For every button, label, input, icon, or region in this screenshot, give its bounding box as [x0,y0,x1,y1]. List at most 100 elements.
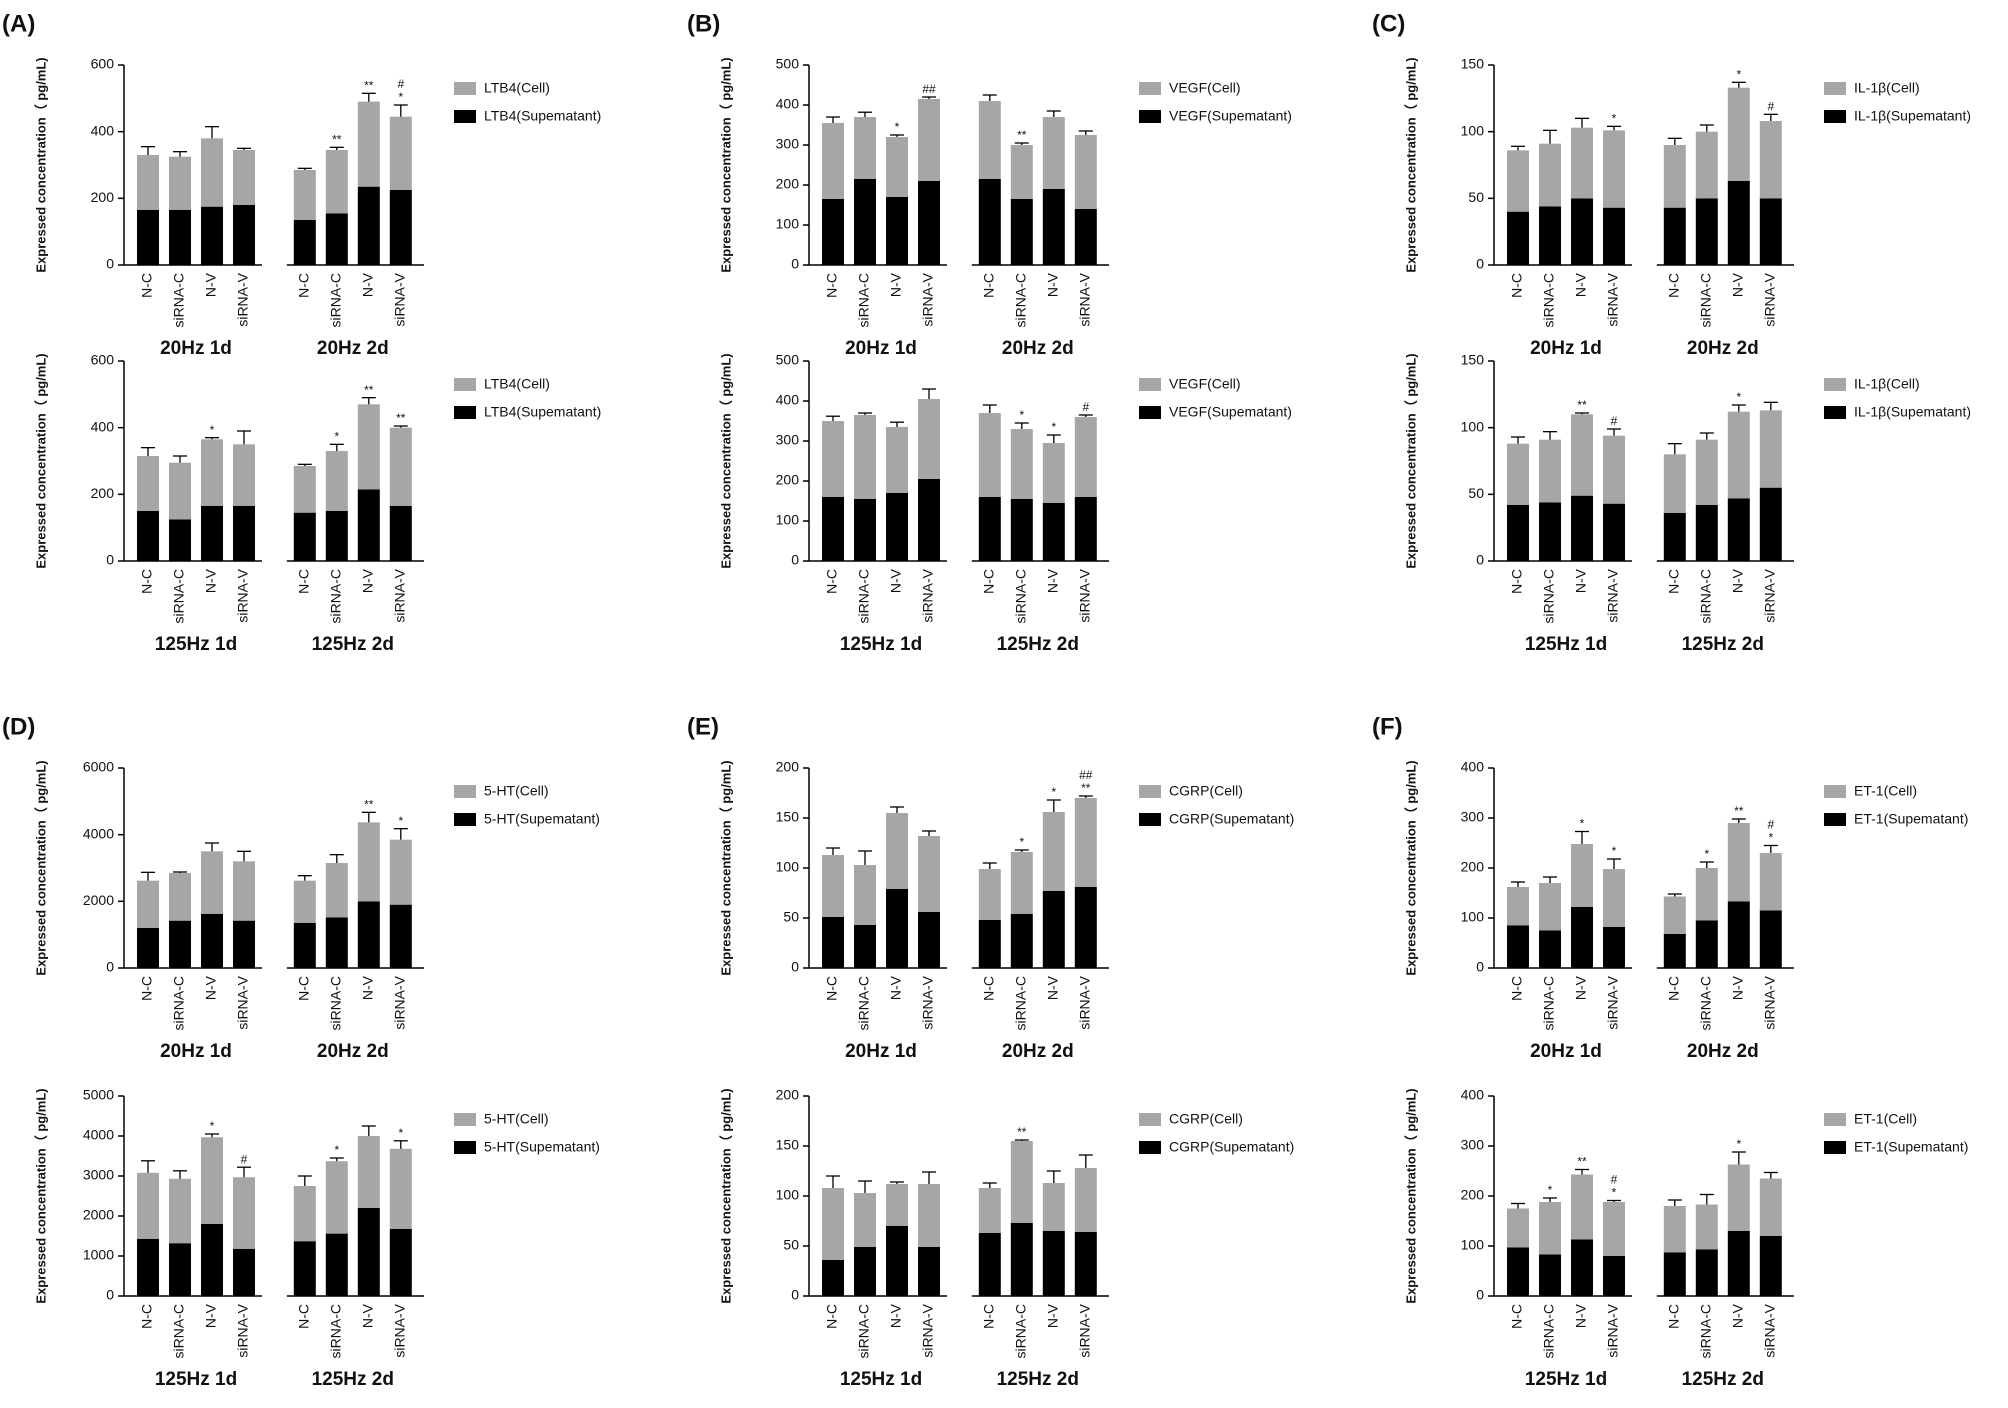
bar-segment [389,839,412,905]
significance-label: ** [396,411,406,425]
x-tick-label: N-C [981,976,997,1001]
significance-label: # [397,77,404,91]
x-tick-label: N-V [1730,1303,1746,1328]
bar-segment [1010,852,1033,914]
significance-label: ** [1017,128,1027,142]
bar-segment [233,205,255,265]
bar-segment [1759,910,1782,968]
x-tick-label: N-C [296,273,312,298]
bar-segment [1727,411,1750,499]
legend-swatch [1824,406,1846,419]
y-tick-label: 400 [776,392,800,408]
significance-label: # [1082,400,1089,414]
legend-label: VEGF(Cell) [1169,80,1241,96]
bar-segment [233,920,255,968]
bar-segment [978,179,1001,265]
significance-label: ** [1081,781,1091,795]
x-tick-label: siRNA-C [1698,1304,1714,1358]
y-tick-label: 0 [791,959,799,975]
bar-segment [978,869,1001,920]
bar-segment [1571,127,1593,199]
bar-segment [1571,1174,1593,1240]
bar-segment [325,1233,348,1296]
legend-label: 5-HT(Supematant) [484,1139,600,1155]
bar-segment [325,451,348,511]
group-label: 20Hz 1d [160,338,232,359]
bar-segment [822,917,844,968]
significance-label: ** [1577,1155,1587,1169]
bar-segment [1727,87,1750,181]
y-tick-label: 400 [776,96,800,112]
legend-swatch [1139,110,1161,123]
bar-segment [169,210,191,265]
significance-label: * [1612,844,1617,858]
bar-segment [233,1248,255,1296]
group-label: 20Hz 2d [317,338,389,359]
bar-segment [1010,429,1033,499]
legend-label: LTB4(Supematant) [484,404,601,420]
y-tick-label: 100 [1461,418,1485,434]
bar-segment [1571,1239,1593,1296]
bar-segment [233,150,255,205]
legend-label: 5-HT(Supematant) [484,811,600,827]
x-tick-label: N-C [1666,273,1682,298]
x-tick-label: N-V [1045,1303,1061,1328]
x-tick-label: siRNA-C [328,273,344,327]
bar-segment [169,462,191,520]
x-tick-label: N-V [888,568,904,593]
bar-segment [918,1247,940,1296]
significance-label: * [1704,847,1709,861]
bar-segment [357,901,380,968]
bar-segment [325,213,348,265]
significance-label: * [398,90,403,104]
bar-segment [1695,131,1718,199]
group-label: 20Hz 1d [845,1041,917,1062]
legend-label: IL-1β(Supematant) [1854,404,1971,420]
x-tick-label: N-V [888,1303,904,1328]
bar-segment [886,889,908,968]
bar-segment [233,861,255,921]
bar-segment [886,1226,908,1296]
y-tick-label: 100 [776,216,800,232]
y-axis-label: Expressed concentration（ pg/mL) [1403,760,1418,975]
bar-segment [137,1172,159,1239]
bar-segment [1539,1202,1561,1255]
bar-segment [357,186,380,265]
bar-segment [1507,887,1529,926]
bar-segment [389,1148,412,1229]
x-tick-label: N-V [1730,975,1746,1000]
panel-label: (D) [2,713,35,740]
x-tick-label: N-C [1666,976,1682,1001]
legend-swatch [454,813,476,826]
y-tick-label: 50 [1468,189,1484,205]
bar-segment [1042,1231,1065,1296]
significance-label: ** [332,133,342,147]
significance-label: # [1767,818,1774,832]
y-tick-label: 100 [1461,122,1485,138]
bar-segment [886,197,908,265]
significance-label: ** [1017,1125,1027,1139]
significance-label: ** [364,798,374,812]
bar-segment [1727,1231,1750,1296]
legend-label: LTB4(Supematant) [484,108,601,124]
y-tick-label: 0 [106,1287,114,1303]
bar-segment [1507,505,1529,561]
x-tick-label: siRNA-V [1762,1303,1778,1357]
bar-segment [1074,135,1097,209]
x-tick-label: N-V [1045,568,1061,593]
bar-segment [918,479,940,561]
bar-segment [201,914,223,968]
bar-segment [918,1184,940,1247]
panel-label: (B) [687,10,720,37]
bar-segment [822,855,844,917]
bar-segment [1727,181,1750,265]
legend-label: VEGF(Cell) [1169,376,1241,392]
bar-segment [389,190,412,265]
y-axis-label: Expressed concentration（ pg/mL) [718,760,733,975]
bar-segment [1042,1183,1065,1231]
bar-segment [886,1184,908,1226]
x-tick-label: N-C [139,273,155,298]
legend-label: CGRP(Cell) [1169,783,1243,799]
x-tick-label: siRNA-C [856,1304,872,1358]
